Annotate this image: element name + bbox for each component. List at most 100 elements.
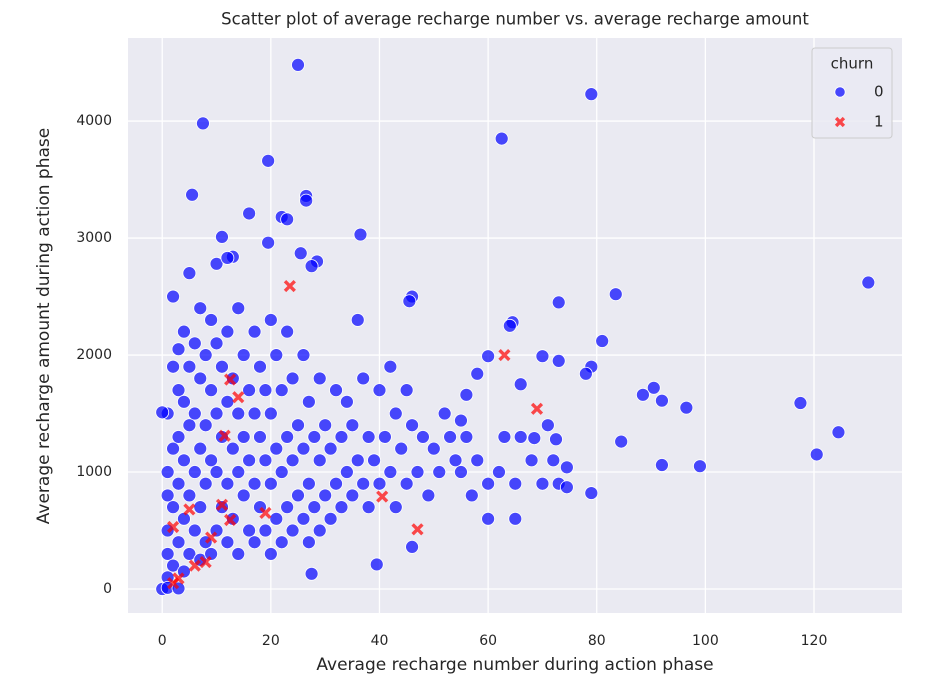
point	[204, 383, 219, 398]
point	[614, 434, 629, 449]
x-tick-label: 20	[262, 633, 280, 649]
point	[421, 488, 436, 503]
x-marker	[205, 531, 218, 544]
point	[258, 383, 273, 398]
point	[280, 430, 295, 444]
point	[301, 476, 316, 491]
x-marker	[199, 556, 212, 569]
point	[198, 476, 213, 491]
point	[383, 359, 398, 374]
point	[353, 227, 368, 242]
point	[166, 500, 180, 515]
point	[263, 547, 278, 561]
x-marker	[172, 572, 185, 585]
point	[160, 465, 175, 479]
point	[220, 476, 235, 491]
point	[296, 511, 311, 526]
point	[215, 359, 229, 374]
point	[247, 406, 262, 421]
point	[679, 400, 694, 415]
point	[247, 476, 262, 491]
point	[323, 511, 338, 526]
point	[198, 418, 213, 433]
point	[253, 430, 267, 444]
x-marker	[283, 279, 296, 293]
point	[160, 488, 175, 503]
point	[394, 441, 409, 456]
point	[834, 86, 846, 98]
point	[299, 193, 314, 208]
point	[269, 348, 284, 362]
point	[209, 406, 224, 421]
point	[464, 488, 479, 503]
y-tick-label: 2000	[76, 347, 112, 363]
x-marker	[167, 520, 180, 534]
point	[301, 394, 316, 409]
legend-label: 1	[874, 113, 884, 131]
point	[258, 453, 273, 468]
x-marker	[834, 116, 846, 128]
point	[481, 511, 496, 526]
point	[443, 430, 457, 444]
x-tick-label: 120	[801, 633, 828, 649]
point	[378, 430, 392, 444]
point	[171, 535, 186, 550]
point	[350, 313, 365, 327]
point	[399, 476, 414, 491]
legend-title: churn	[831, 55, 874, 73]
point	[527, 431, 542, 446]
point	[269, 441, 284, 456]
point	[361, 430, 376, 444]
point	[481, 476, 496, 491]
point	[261, 153, 276, 168]
x-marker	[224, 373, 237, 386]
point	[166, 359, 180, 374]
x-marker	[188, 559, 201, 572]
point	[301, 535, 316, 550]
point	[204, 547, 219, 561]
point	[402, 294, 417, 309]
point	[177, 394, 191, 409]
point	[345, 418, 360, 433]
point	[182, 488, 197, 503]
point	[508, 476, 523, 491]
point	[339, 394, 354, 409]
point	[155, 405, 170, 420]
point	[204, 453, 219, 468]
point	[182, 266, 197, 281]
point	[209, 336, 224, 351]
point	[171, 476, 186, 491]
point	[535, 476, 550, 491]
point	[280, 212, 295, 227]
x-marker	[411, 523, 424, 536]
point	[285, 523, 300, 538]
point	[608, 287, 623, 302]
point	[220, 324, 235, 339]
point	[291, 58, 305, 72]
point	[231, 406, 246, 421]
x-marker	[215, 498, 229, 511]
x-tick-label: 40	[371, 633, 389, 649]
point	[171, 383, 186, 398]
point	[636, 387, 650, 402]
point	[193, 301, 208, 316]
point	[209, 465, 224, 479]
point	[171, 430, 186, 444]
y-axis-label: Average recharge amount during action ph…	[34, 128, 54, 524]
point	[187, 465, 202, 479]
point	[334, 500, 349, 515]
point	[312, 453, 327, 468]
point	[296, 348, 311, 362]
point	[215, 229, 229, 244]
x-tick-label: 80	[588, 633, 606, 649]
point	[166, 289, 180, 304]
point	[388, 500, 403, 515]
point	[432, 465, 447, 479]
point	[383, 465, 398, 479]
point	[655, 458, 669, 472]
point	[231, 465, 246, 479]
point	[312, 371, 327, 386]
point	[209, 256, 224, 271]
point	[187, 523, 202, 538]
